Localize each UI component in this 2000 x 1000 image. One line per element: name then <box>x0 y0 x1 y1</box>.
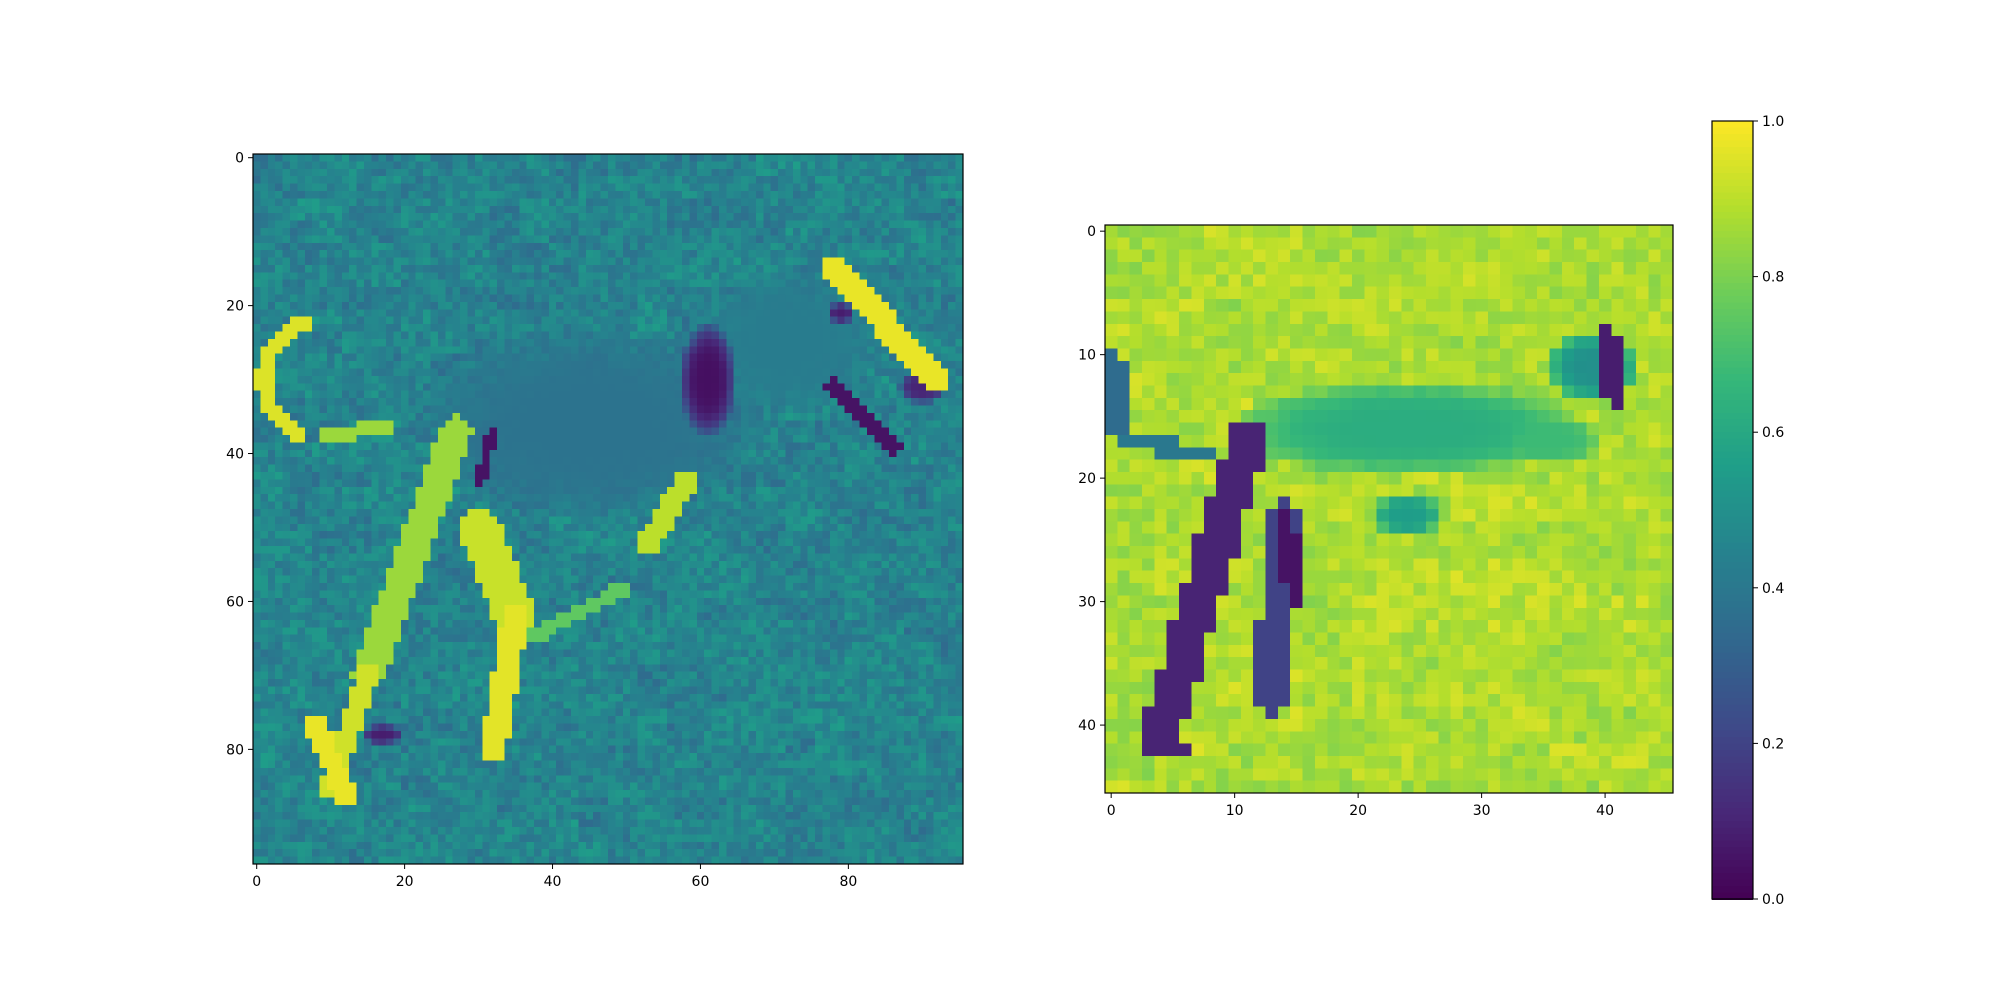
colorbar-tick-label: 1.0 <box>1762 114 1784 130</box>
colorbar-tick-label: 0.2 <box>1762 736 1784 752</box>
x-tick-label: 10 <box>1226 803 1244 819</box>
heatmap-right: 0 10 20 30 40 0 10 20 30 40 <box>1078 224 1674 819</box>
colorbar-tick-label: 0.4 <box>1762 581 1784 597</box>
x-tick-label: 0 <box>252 874 261 890</box>
y-tick-label: 20 <box>226 299 244 315</box>
y-tick-label: 20 <box>1078 471 1096 487</box>
axes-frame <box>252 153 964 865</box>
axes-frame <box>1104 224 1674 794</box>
colorbar-frame <box>1711 120 1754 900</box>
heatmap-left: 0 20 40 60 80 0 20 40 60 80 <box>226 151 964 890</box>
x-tick-label: 20 <box>396 874 414 890</box>
colorbar-tick-label: 0.8 <box>1762 270 1784 286</box>
x-tick-label: 60 <box>692 874 710 890</box>
heatmap-cells <box>1105 225 1674 794</box>
colorbar-gradient <box>1712 121 1753 900</box>
heatmap-cells <box>253 154 964 865</box>
x-tick-label: 40 <box>1596 803 1614 819</box>
x-tick-label: 40 <box>544 874 562 890</box>
x-tick-label: 80 <box>839 874 857 890</box>
y-tick-label: 40 <box>1078 718 1096 734</box>
colorbar-tick-label: 0.6 <box>1762 425 1784 441</box>
y-tick-label: 60 <box>226 594 244 610</box>
y-tick-label: 0 <box>235 151 244 167</box>
x-tick-label: 0 <box>1107 803 1116 819</box>
y-tick-label: 40 <box>226 447 244 463</box>
colorbar-tick-label: 0.0 <box>1762 892 1784 908</box>
colorbar: 0.0 0.2 0.4 0.6 0.8 1.0 <box>1711 114 1784 908</box>
y-tick-label: 0 <box>1087 224 1096 240</box>
y-tick-label: 10 <box>1078 348 1096 364</box>
x-tick-label: 30 <box>1473 803 1491 819</box>
y-tick-label: 80 <box>226 742 244 758</box>
y-tick-label: 30 <box>1078 595 1096 611</box>
x-tick-label: 20 <box>1349 803 1367 819</box>
